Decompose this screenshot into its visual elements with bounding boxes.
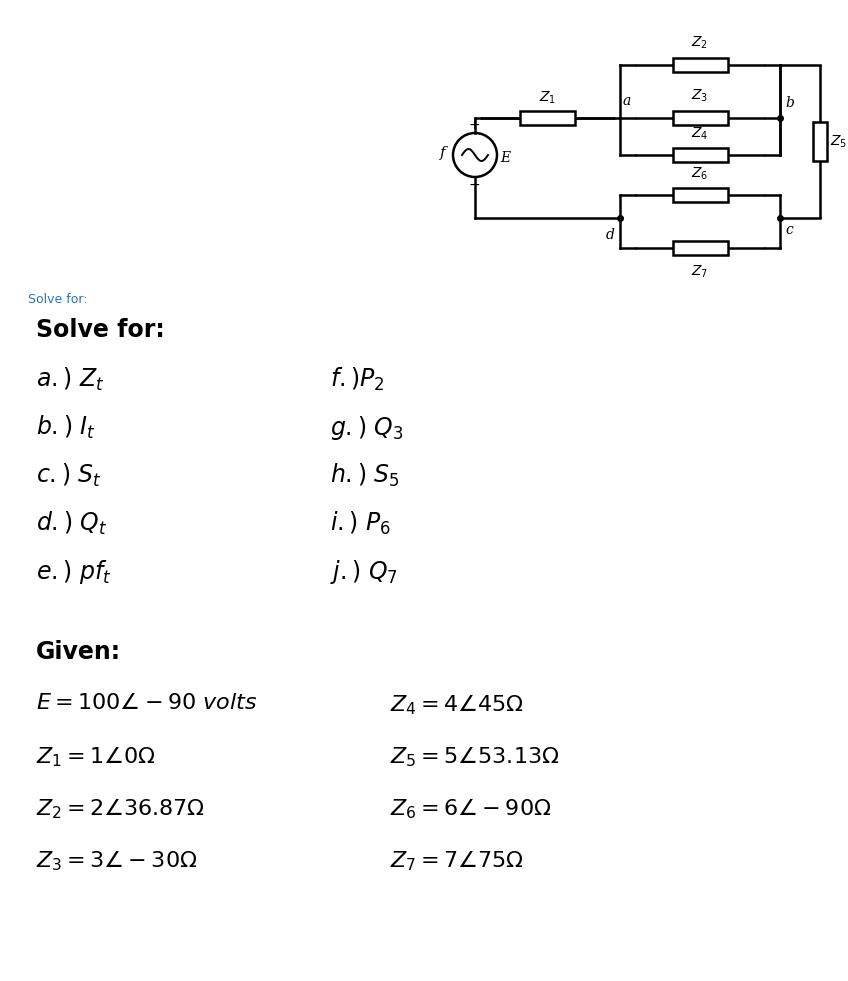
Text: c: c: [785, 223, 793, 237]
Text: $E = 100\angle-90\ \mathit{volts}$: $E = 100\angle-90\ \mathit{volts}$: [36, 692, 258, 714]
Text: +: +: [468, 118, 480, 132]
Text: $Z_5$: $Z_5$: [830, 133, 847, 150]
Text: Given:: Given:: [36, 640, 121, 664]
Bar: [813, 123, 827, 161]
Text: $e.)\ pf_t$: $e.)\ pf_t$: [36, 558, 112, 586]
Text: $Z_2 = 2\angle36.87\Omega$: $Z_2 = 2\angle36.87\Omega$: [36, 796, 205, 820]
Text: $Z_6 = 6\angle-90\Omega$: $Z_6 = 6\angle-90\Omega$: [390, 796, 551, 820]
Bar: [672, 148, 728, 162]
Bar: [672, 111, 728, 125]
Text: f: f: [440, 146, 446, 160]
Text: $Z_3$: $Z_3$: [691, 87, 709, 104]
Text: −: −: [468, 178, 480, 192]
Text: $j.)\ Q_7$: $j.)\ Q_7$: [330, 558, 398, 586]
Text: $g.)\ Q_3$: $g.)\ Q_3$: [330, 414, 404, 442]
Text: Solve for:: Solve for:: [36, 318, 165, 342]
Text: $f.)P_2$: $f.)P_2$: [330, 366, 385, 393]
Bar: [672, 241, 728, 255]
Text: $Z_1 = 1\angle0\Omega$: $Z_1 = 1\angle0\Omega$: [36, 744, 156, 768]
Text: $Z_1$: $Z_1$: [539, 89, 556, 106]
Text: $a.)\ Z_t$: $a.)\ Z_t$: [36, 366, 104, 393]
Text: $Z_5 = 5\angle53.13\Omega$: $Z_5 = 5\angle53.13\Omega$: [390, 744, 560, 768]
Bar: [672, 58, 728, 72]
Text: $c.)\ S_t$: $c.)\ S_t$: [36, 462, 102, 490]
Text: a: a: [623, 94, 631, 108]
Text: Solve for:: Solve for:: [28, 293, 87, 306]
Text: $i.)\ P_6$: $i.)\ P_6$: [330, 510, 391, 538]
Text: $Z_3 = 3\angle-30\Omega$: $Z_3 = 3\angle-30\Omega$: [36, 848, 198, 873]
Text: $Z_4 = 4\angle45\Omega$: $Z_4 = 4\angle45\Omega$: [390, 692, 524, 716]
Bar: [520, 111, 575, 125]
Text: $Z_2$: $Z_2$: [691, 34, 709, 51]
Text: b: b: [785, 96, 794, 110]
Bar: [672, 188, 728, 202]
Text: d: d: [606, 228, 615, 242]
Text: $b.)\ I_t$: $b.)\ I_t$: [36, 414, 96, 441]
Text: E: E: [500, 151, 510, 165]
Text: $Z_4$: $Z_4$: [691, 126, 709, 142]
Text: $d.)\ Q_t$: $d.)\ Q_t$: [36, 510, 108, 538]
Text: $Z_6$: $Z_6$: [691, 166, 709, 182]
Text: $Z_7 = 7\angle75\Omega$: $Z_7 = 7\angle75\Omega$: [390, 848, 524, 873]
Text: $h.)\ S_5$: $h.)\ S_5$: [330, 462, 400, 490]
Text: $Z_7$: $Z_7$: [691, 264, 709, 281]
